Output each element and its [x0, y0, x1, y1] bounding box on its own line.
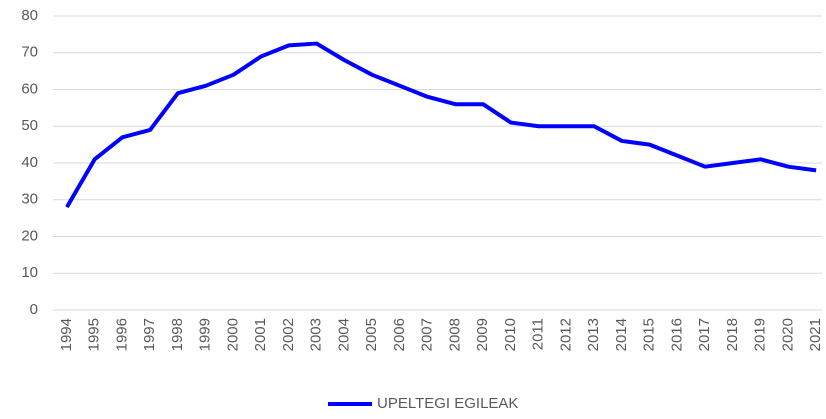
x-tick-label: 2014 — [613, 318, 630, 351]
x-tick-label: 2019 — [752, 318, 769, 351]
x-tick-label: 2007 — [419, 318, 436, 351]
y-tick-label: 20 — [21, 227, 38, 244]
y-tick-label: 0 — [30, 301, 38, 318]
x-tick-label: 2013 — [585, 318, 602, 351]
x-tick-label: 2003 — [308, 318, 325, 351]
x-tick-label: 2021 — [807, 318, 824, 351]
x-tick-label: 2017 — [696, 318, 713, 351]
x-tick-label: 2016 — [668, 318, 685, 351]
x-tick-label: 2008 — [446, 318, 463, 351]
x-tick-label: 1998 — [169, 318, 186, 351]
x-tick-label: 1994 — [58, 318, 75, 351]
x-tick-label: 1995 — [86, 318, 103, 351]
x-tick-label: 1999 — [197, 318, 214, 351]
x-tick-label: 2020 — [779, 318, 796, 351]
y-tick-label: 60 — [21, 80, 38, 97]
y-tick-label: 50 — [21, 117, 38, 134]
y-tick-label: 40 — [21, 154, 38, 171]
x-tick-label: 2015 — [641, 318, 658, 351]
data-line — [65, 41, 817, 209]
x-tick-label: 2001 — [252, 318, 269, 351]
legend-label: UPELTEGI EGILEAK — [377, 395, 518, 412]
x-tick-label: 2004 — [335, 318, 352, 351]
y-tick-label: 10 — [21, 264, 38, 281]
y-tick-label: 30 — [21, 191, 38, 208]
x-tick-label: 1997 — [141, 318, 158, 351]
x-tick-label: 2005 — [363, 318, 380, 351]
x-tick-label: 1996 — [113, 318, 130, 351]
x-tick-label: 2000 — [224, 318, 241, 351]
x-tick-label: 2018 — [724, 318, 741, 351]
y-tick-label: 80 — [21, 7, 38, 24]
x-tick-label: 2011 — [530, 318, 547, 350]
x-tick-label: 2002 — [280, 318, 297, 351]
y-tick-label: 70 — [21, 44, 38, 61]
x-tick-label: 2012 — [557, 318, 574, 351]
x-tick-label: 2006 — [391, 318, 408, 351]
x-tick-label: 2009 — [474, 318, 491, 351]
x-tick-label: 2010 — [502, 318, 519, 351]
